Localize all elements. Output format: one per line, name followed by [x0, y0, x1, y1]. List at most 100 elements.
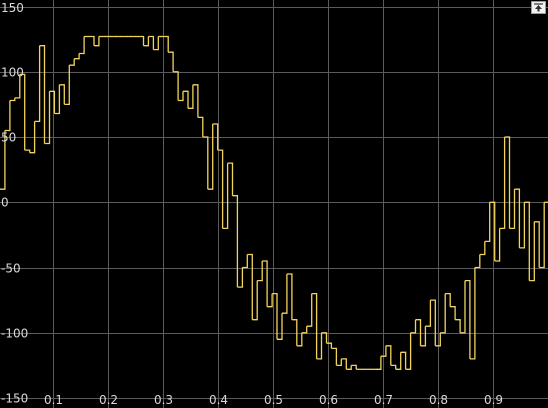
x-tick-label: 0.2: [99, 393, 118, 407]
signal-step: [514, 188, 521, 248]
signal-step: [351, 364, 357, 370]
signal-step: [143, 36, 150, 47]
signal-step: [168, 51, 174, 72]
signal-step: [460, 280, 466, 334]
x-tick-label: 0.8: [429, 393, 448, 407]
signal-step: [484, 202, 491, 243]
signal-step: [282, 274, 288, 314]
signal-step: [89, 35, 95, 46]
signal-step: [469, 267, 476, 360]
x-tick-label: 0.7: [374, 393, 393, 407]
signal-step: [400, 351, 407, 370]
signal-step: [272, 292, 278, 340]
x-tick-label: 0.9: [484, 393, 503, 407]
signal-step: [39, 45, 46, 144]
signal-step: [489, 201, 496, 261]
signal-step: [435, 332, 441, 347]
signal-step: [395, 352, 402, 370]
signal-step: [163, 35, 169, 53]
signal-step: [222, 163, 229, 230]
x-tick-label: 0.4: [209, 393, 228, 407]
signal-step: [326, 342, 333, 349]
signal-step: [277, 313, 283, 340]
signal-step: [247, 253, 253, 320]
signal-step: [34, 45, 41, 123]
signal-step: [24, 149, 31, 153]
signal-step: [539, 202, 545, 269]
signal-step: [94, 36, 100, 47]
y-tick-label: -100: [1, 327, 28, 341]
y-tick-label: -50: [1, 262, 21, 276]
signal-step: [529, 221, 535, 282]
signal-step: [455, 319, 461, 333]
signal-step: [217, 149, 224, 229]
signal-step: [425, 300, 432, 327]
signal-step: [291, 319, 298, 346]
signal-step: [173, 71, 179, 101]
tick-labels: 0.1 0.2 0.3 0.4 0.5 0.6 0.7 0.8 0.9 150 100 50 0 -50 -…: [1, 1, 503, 407]
signal-series: [0, 35, 548, 370]
signal-step: [188, 84, 194, 109]
y-tick-label: 150: [1, 1, 24, 15]
signal-step: [405, 332, 412, 370]
y-tick-label: -150: [1, 392, 28, 406]
signal-step: [178, 91, 184, 102]
signal-step: [262, 260, 268, 307]
signal-step: [504, 136, 511, 229]
signal-step: [192, 84, 199, 118]
signal-step: [207, 124, 214, 190]
signal-step: [19, 73, 26, 151]
signal-step: [197, 116, 204, 137]
signal-step: [148, 35, 155, 50]
signal-step: [499, 137, 506, 230]
signal-step: [183, 90, 189, 109]
signal-step: [202, 136, 209, 190]
signal-step: [415, 319, 422, 346]
signal-step: [138, 35, 145, 46]
signal-step: [509, 189, 516, 230]
signal-step: [524, 201, 530, 281]
signal-step: [74, 53, 80, 60]
y-tick-label: 100: [1, 66, 24, 80]
signal-step: [430, 299, 436, 346]
signal-step: [0, 130, 6, 190]
signal-step: [301, 326, 308, 334]
signal-step: [420, 326, 427, 347]
signal-step: [227, 162, 234, 196]
signal-step: [54, 84, 61, 115]
restore-view-button[interactable]: [531, 1, 546, 14]
signal-step: [59, 84, 65, 105]
signal-step: [346, 365, 352, 370]
signal-step: [232, 195, 239, 288]
signal-step: [321, 332, 328, 344]
signal-step: [44, 91, 51, 145]
x-tick-label: 0.1: [44, 393, 63, 407]
signal-step: [153, 36, 159, 51]
signal-step: [376, 356, 382, 370]
signal-step: [69, 58, 75, 66]
signal-step: [336, 358, 342, 367]
signal-step: [494, 228, 501, 262]
signal-step: [311, 292, 318, 359]
signal-step: [385, 345, 392, 366]
y-tick-label: 0: [1, 196, 9, 210]
signal-step: [410, 319, 417, 334]
signal-step: [4, 100, 11, 132]
signal-step: [252, 280, 258, 321]
signal-step: [242, 254, 248, 269]
signal-step: [257, 261, 263, 282]
x-tick-label: 0.3: [154, 393, 173, 407]
y-tick-label: 50: [1, 131, 16, 145]
signal-step: [341, 358, 347, 370]
signal-step: [237, 267, 244, 288]
signal-step: [296, 332, 303, 347]
signal-step: [49, 90, 56, 114]
signal-step: [9, 97, 16, 102]
signal-step: [29, 121, 36, 154]
signal-step: [445, 292, 451, 307]
signal-step: [474, 254, 481, 269]
signal-step: [306, 293, 313, 327]
signal-step: [64, 65, 70, 106]
